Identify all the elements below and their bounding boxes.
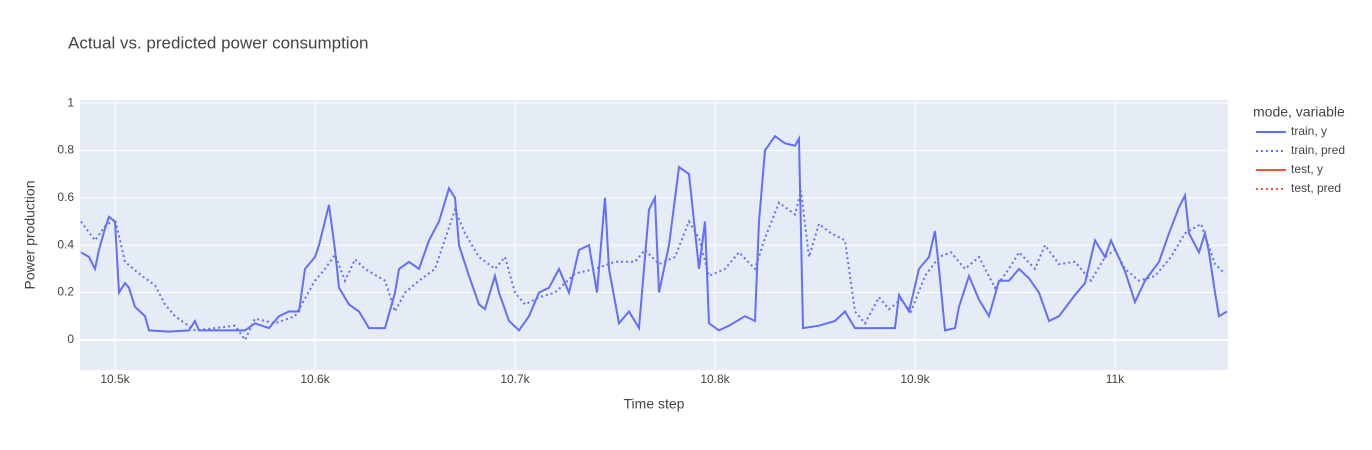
legend-label: test, pred: [1291, 181, 1341, 195]
y-tick-label: 0.6: [57, 190, 74, 204]
legend-title: mode, variable: [1253, 104, 1345, 120]
legend-label: train, pred: [1291, 143, 1345, 157]
x-tick-label: 10.8k: [700, 372, 730, 386]
y-tick-label: 0.2: [57, 285, 74, 299]
x-tick-label: 11k: [1106, 372, 1125, 386]
x-tick-label: 10.5k: [100, 372, 130, 386]
y-tick-label: 0.8: [57, 143, 74, 157]
chart-title: Actual vs. predicted power consumption: [68, 33, 369, 52]
x-tick-label: 10.6k: [300, 372, 330, 386]
y-axis-title: Power production: [22, 181, 38, 290]
plot-area: [80, 100, 1228, 370]
x-axis-title: Time step: [624, 396, 685, 412]
legend-label: train, y: [1291, 124, 1327, 138]
y-tick-label: 0: [67, 332, 74, 346]
y-tick-label: 1: [67, 95, 74, 109]
line-series: [80, 190, 1226, 342]
y-tick-label: 0.4: [57, 237, 74, 251]
x-tick-label: 10.7k: [500, 372, 530, 386]
legend-label: test, y: [1291, 162, 1323, 176]
line-series: [80, 134, 1228, 333]
x-tick-label: 10.9k: [900, 372, 930, 386]
